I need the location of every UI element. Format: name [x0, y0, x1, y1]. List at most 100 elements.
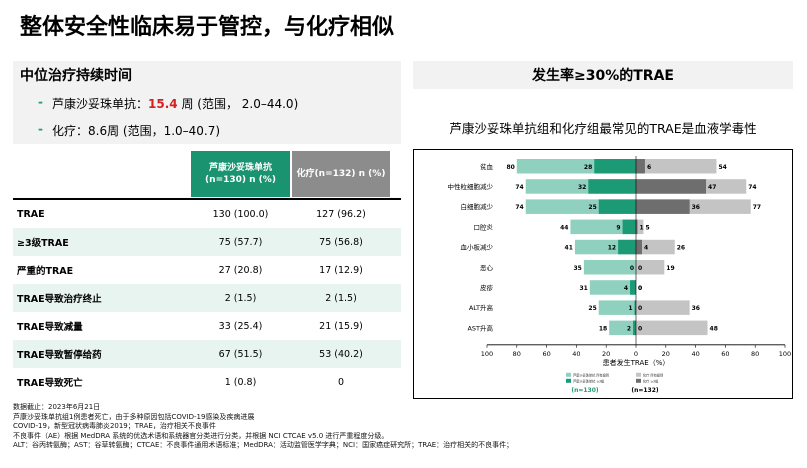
row-label: TRAE	[17, 208, 45, 220]
chart-subtitle: 芦康沙妥珠单抗组和化疗组最常见的TRAE是血液学毒性	[449, 121, 757, 136]
x-tick-label: 100	[779, 350, 791, 358]
bar-right-any	[636, 260, 665, 275]
bullet-chemo: - 化疗：8.6周 (范围，1.0–40.7)	[38, 122, 221, 139]
data-label-left-grade3: 12	[608, 245, 616, 252]
data-label-left-grade3: 32	[578, 184, 586, 191]
bar-left-any	[589, 280, 636, 295]
data-label-right-any: 5	[645, 224, 649, 231]
footnote-line: 不良事件（AE）根据 MedDRA 系统的优选术语和系统器官分类进行分类，并根据…	[13, 431, 389, 440]
legend-swatch	[636, 372, 641, 377]
row-label: TRAE导致暂停给药	[17, 350, 102, 361]
data-label-left-grade3: 0	[630, 265, 634, 272]
row-label: TRAE导致治疗终止	[17, 294, 102, 305]
bar-left-grade3	[598, 199, 636, 214]
row-value-chemo: 127 (96.2)	[316, 208, 366, 220]
data-label-left-grade3: 4	[624, 285, 628, 292]
x-axis-label: 患者发生TRAE（%）	[603, 358, 670, 367]
legend-swatch	[636, 378, 641, 383]
data-label-left-any: 74	[515, 204, 523, 211]
category-label: AST升高	[467, 323, 493, 332]
x-tick-label: 80	[513, 350, 521, 358]
data-label-right-any: 77	[753, 204, 761, 211]
legend-item-label: 化疗 所有级别	[643, 372, 663, 377]
bar-left-grade3	[588, 179, 636, 194]
bar-left-grade3	[634, 300, 636, 315]
table-header-rule	[13, 198, 401, 200]
legend-swatch	[566, 372, 571, 377]
table-row: TRAE导致死亡 1 (0.8) 0	[13, 368, 401, 396]
table-row: TRAE导致治疗终止 2 (1.5) 2 (1.5)	[13, 284, 401, 312]
bar-right-grade3	[636, 199, 690, 214]
data-label-left-any: 44	[560, 224, 568, 231]
data-label-left-any: 74	[515, 184, 523, 191]
row-label: TRAE导致死亡	[17, 378, 83, 389]
bar-left-any	[598, 300, 636, 315]
footnote-line: ALT：谷丙转氨酶；AST：谷草转氨酶；CTCAE：不良事件通用术语标准；Med…	[13, 441, 514, 449]
x-tick-label: 60	[721, 350, 729, 358]
page-title: 整体安全性临床易于管控，与化疗相似	[20, 15, 395, 40]
x-tick-label: 0	[634, 350, 638, 358]
legend-n-left: (n=130)	[571, 387, 599, 394]
row-value-sacituzumab: 33 (25.4)	[218, 320, 263, 332]
row-value-chemo: 21 (15.9)	[319, 320, 363, 332]
x-tick-label: 80	[751, 350, 759, 358]
data-label-left-grade3: 25	[588, 204, 596, 211]
bar-left-any	[570, 219, 636, 235]
legend-item-label: 芦康沙妥珠单抗 所有级别	[573, 372, 609, 377]
bullet2-text: 化疗：8.6周 (范围，1.0–40.7)	[52, 124, 221, 138]
legend-item-label: 芦康沙妥珠单抗 ≥3级	[573, 378, 605, 383]
x-tick-label: 40	[572, 350, 580, 358]
category-label: 血小板减少	[461, 243, 494, 252]
left-heading-band	[13, 61, 401, 144]
bar-left-grade3	[594, 159, 636, 174]
data-label-right-grade3: 47	[708, 184, 716, 191]
row-label: 严重的TRAE	[17, 266, 74, 277]
treatment-duration-heading: 中位治疗持续时间	[20, 68, 132, 84]
bar-left-grade3	[630, 280, 636, 295]
data-label-left-grade3: 28	[584, 164, 592, 171]
legend-item-label: 化疗 ≥3级	[643, 378, 659, 383]
category-label: ALT升高	[469, 303, 494, 312]
legend-n-right: (n=132)	[631, 387, 659, 394]
bullet-dash: -	[38, 95, 43, 109]
category-label: 恶心	[480, 264, 494, 272]
row-value-sacituzumab: 27 (20.8)	[218, 264, 263, 276]
row-value-chemo: 53 (40.2)	[319, 348, 363, 360]
data-label-right-grade3: 0	[638, 325, 642, 332]
bar-right-grade3	[636, 159, 645, 174]
footnote-line: COVID-19，新型冠状病毒肺炎2019；TRAE，治疗相关不良事件	[13, 422, 216, 430]
bar-left-any	[609, 320, 636, 336]
data-label-right-grade3: 0	[638, 265, 642, 272]
row-value-chemo: 75 (56.8)	[319, 236, 363, 248]
data-label-left-grade3: 9	[616, 224, 620, 231]
chart-frame	[413, 149, 793, 399]
legend-swatch	[566, 378, 571, 383]
bar-right-any	[636, 219, 644, 235]
row-value-chemo: 17 (12.9)	[319, 264, 363, 276]
x-tick-label: 20	[662, 350, 670, 358]
data-label-right-grade3: 0	[638, 305, 642, 312]
category-label: 中性粒细胞减少	[448, 182, 494, 191]
row-value-sacituzumab: 1 (0.8)	[224, 376, 257, 388]
row-value-sacituzumab: 130 (100.0)	[212, 208, 269, 220]
x-tick-label: 20	[602, 350, 610, 358]
category-label: 贫血	[480, 162, 494, 171]
footnotes: 数据截止：2023年6月21日 芦康沙妥珠单抗组1例患者死亡，由于多种原因包括C…	[13, 403, 513, 451]
bar-right-grade3	[636, 219, 638, 235]
row-value-sacituzumab: 75 (57.7)	[218, 236, 263, 248]
row-value-chemo: 2 (1.5)	[325, 292, 357, 304]
data-label-right-any: 74	[748, 184, 756, 191]
data-label-right-grade3: 6	[647, 164, 651, 171]
row-label: ≥3级TRAE	[17, 238, 69, 249]
row-label: TRAE导致减量	[17, 322, 83, 333]
table-header-chemo: 化疗(n=132) n (%)	[292, 151, 390, 197]
category-label: 口腔炎	[474, 222, 494, 231]
row-value-sacituzumab: 2 (1.5)	[224, 292, 257, 304]
bullet1-suffix: 周 (范围， 2.0–44.0)	[181, 97, 299, 111]
data-label-right-grade3: 0	[638, 285, 642, 292]
footnote-line: 芦康沙妥珠单抗组1例患者死亡，由于多种原因包括COVID-19感染及疾病进展	[13, 412, 255, 421]
footnote-line: 数据截止：2023年6月21日	[13, 403, 101, 411]
category-label: 白细胞减少	[461, 202, 494, 211]
data-label-left-any: 41	[565, 245, 573, 252]
